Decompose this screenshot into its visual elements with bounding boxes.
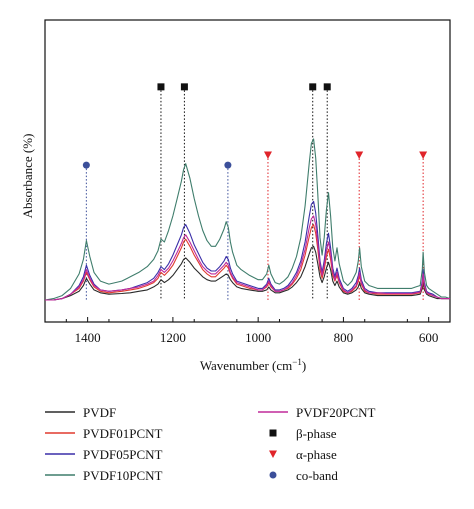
circle-marker-1	[224, 161, 232, 169]
series-line-0	[45, 245, 450, 301]
series-line-2	[45, 200, 450, 301]
x-axis-ticks: 1400 1200 1000 800 600	[65, 317, 451, 345]
square-marker-1	[180, 83, 188, 91]
x-axis-title-main: Wavenumber (cm	[200, 358, 292, 373]
x-tick-label-1000: 1000	[245, 330, 271, 345]
x-tick-label-600: 600	[419, 330, 439, 345]
circle-marker-0	[82, 161, 90, 169]
x-tick-label-800: 800	[334, 330, 354, 345]
square-marker-3	[323, 83, 331, 91]
legend-symbol-circle	[269, 471, 277, 479]
x-axis-title-exp: −1	[292, 357, 302, 367]
legend-label-2: PVDF05PCNT	[83, 447, 163, 462]
phase-markers	[82, 83, 428, 300]
legend-label-triangle: α-phase	[296, 447, 337, 462]
plot-frame	[44, 19, 451, 323]
triangle-marker-1	[355, 151, 364, 159]
legend-label-square: β-phase	[296, 426, 337, 441]
y-axis-title: Absorbance (%)	[20, 134, 35, 219]
x-tick-label-1400: 1400	[75, 330, 101, 345]
legend-label-3: PVDF10PCNT	[83, 468, 163, 483]
x-axis-title: Wavenumber (cm−1)	[200, 357, 306, 373]
x-axis-title-close: )	[302, 358, 306, 373]
legend-label-1: PVDF01PCNT	[83, 426, 163, 441]
legend-label-circle: co-band	[296, 468, 338, 483]
legend-symbol-square	[269, 429, 277, 437]
square-marker-2	[309, 83, 317, 91]
legend-label-0: PVDF	[83, 405, 116, 420]
x-tick-label-1200: 1200	[160, 330, 186, 345]
triangle-marker-0	[263, 151, 272, 159]
legend: PVDF PVDF01PCNT PVDF05PCNT PVDF10PCNT PVDF20…	[45, 405, 376, 483]
legend-symbol-triangle	[269, 450, 277, 458]
legend-label-4: PVDF20PCNT	[296, 405, 376, 420]
series-line-4	[45, 215, 450, 301]
square-marker-0	[157, 83, 165, 91]
spectra-lines	[44, 138, 451, 301]
triangle-marker-2	[419, 151, 428, 159]
series-line-3	[44, 138, 451, 301]
